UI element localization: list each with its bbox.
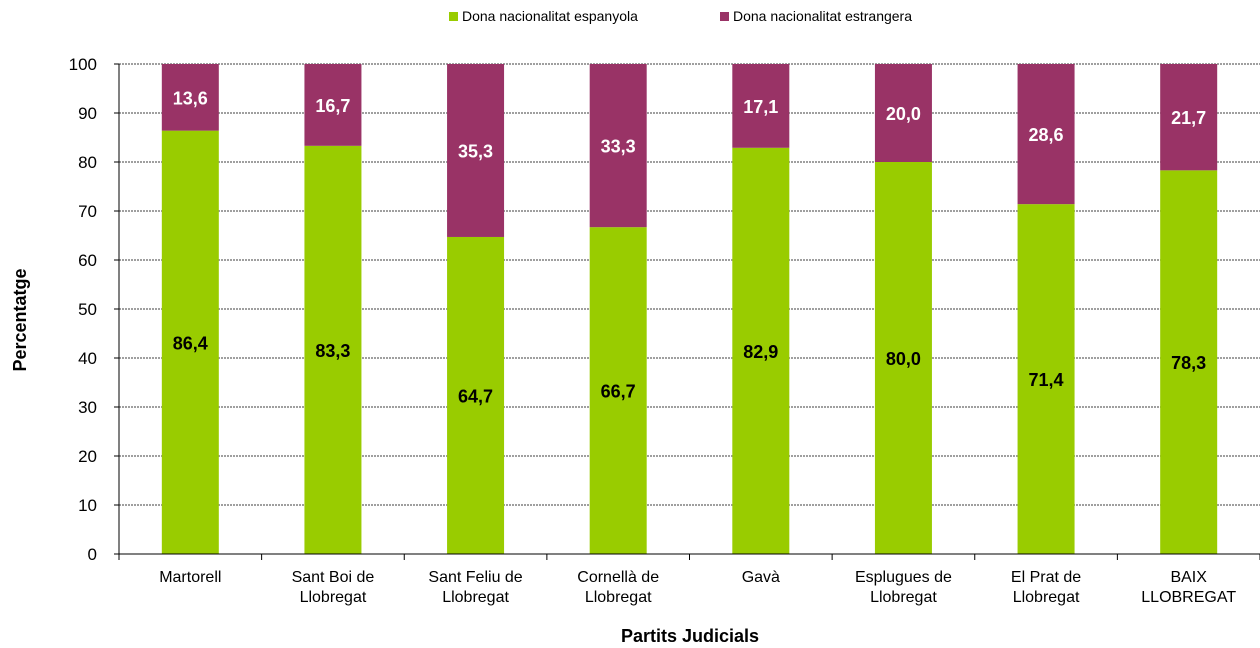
axes [114,63,1260,560]
data-label: 86,4 [173,333,208,353]
gridlines [119,63,1260,506]
bar-estrangera [589,64,647,228]
x-category-label: Esplugues de Llobregat [855,569,952,606]
bar-espanyola [1017,204,1075,554]
data-label: 66,7 [601,382,636,402]
legend: Dona nacionalitat espanyola Dona nacional… [449,8,912,24]
legend-swatch [449,12,458,21]
legend-label: Dona nacionalitat estrangera [733,8,912,24]
y-tick-labels: 0 10 20 30 40 50 60 70 80 90 100 [69,55,97,564]
legend-swatch [720,12,729,21]
data-label: 33,3 [601,137,636,157]
bar-espanyola [874,162,932,554]
y-tick-label: 40 [78,349,97,368]
y-tick-label: 10 [78,496,97,515]
data-label: 82,9 [743,342,778,362]
y-tick-label: 100 [69,55,97,74]
y-axis-title: Percentatge [10,268,30,371]
bars [161,64,1218,555]
data-label: 13,6 [173,88,208,108]
bar-espanyola [161,130,219,554]
bar-estrangera [304,64,362,146]
y-tick-label: 0 [88,545,97,564]
data-label: 83,3 [315,341,350,361]
x-category-label: Sant Feliu de Llobregat [428,569,522,606]
x-category-label: Sant Boi de Llobregat [292,569,375,606]
y-tick-label: 90 [78,104,97,123]
y-tick-label: 30 [78,398,97,417]
bar-espanyola [589,227,647,555]
bar-espanyola [304,145,362,554]
data-label: 71,4 [1029,370,1064,390]
data-label: 17,1 [743,97,778,117]
bar-estrangera [732,64,790,148]
data-label: 78,3 [1171,353,1206,373]
data-label: 64,7 [458,386,493,406]
bar-espanyola [1160,170,1218,554]
data-label: 21,7 [1171,108,1206,128]
bar-estrangera [161,64,219,131]
data-label: 16,7 [315,96,350,116]
x-category-label: El Prat de Llobregat [1011,569,1081,606]
bar-estrangera [874,64,932,162]
y-tick-label: 50 [78,300,97,319]
bar-estrangera [447,64,505,237]
legend-label: Dona nacionalitat espanyola [462,8,638,24]
x-category-labels: Martorell Sant Boi de Llobregat Sant Feliu … [159,569,1236,606]
y-tick-label: 60 [78,251,97,270]
bar-estrangera [1160,64,1218,171]
data-label: 28,6 [1029,125,1064,145]
x-category-label: Martorell [159,569,221,586]
bar-espanyola [732,147,790,555]
y-tick-label: 70 [78,202,97,221]
x-category-label: Cornellà de Llobregat [577,569,659,606]
data-label: 35,3 [458,141,493,161]
y-tick-label: 20 [78,447,97,466]
data-label: 20,0 [886,104,921,124]
x-category-label: BAIX LLOBREGAT [1141,569,1236,606]
bar-espanyola [447,236,505,554]
data-label: 80,0 [886,349,921,369]
bar-estrangera [1017,64,1075,205]
data-labels: 86,4 13,6 83,3 16,7 64,7 35,3 66,7 33,3 82,9 17,1… [173,88,1206,406]
x-category-label: Gavà [742,569,780,586]
y-tick-label: 80 [78,153,97,172]
x-axis-title: Partits Judicials [621,626,759,646]
